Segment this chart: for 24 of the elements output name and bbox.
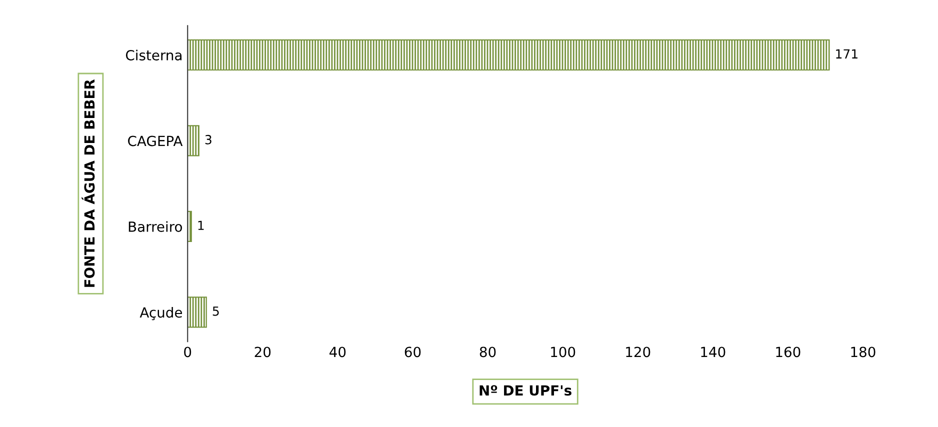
x-tick-label: 180: [851, 346, 876, 358]
bar: [188, 210, 192, 242]
y-tick-label: Barreiro: [128, 221, 182, 232]
x-tick-label: 100: [551, 346, 576, 358]
data-label: 171: [836, 49, 858, 58]
x-tick-label: 120: [626, 346, 650, 358]
x-tick-label: 20: [254, 346, 271, 358]
x-tick-label: 80: [480, 346, 496, 358]
y-tick-label: Cisterna: [126, 50, 182, 60]
y-axis-title: FONTE DA ÁGUA DE BEBER: [82, 79, 95, 287]
x-axis-title: Nº DE UPF's: [480, 385, 572, 396]
data-label: 5: [212, 306, 219, 316]
bar: [188, 39, 830, 71]
x-tick-label: 0: [184, 346, 192, 358]
x-tick-label: 40: [330, 346, 346, 358]
data-label: 1: [198, 220, 204, 230]
y-tick-label: Açude: [140, 306, 182, 320]
x-tick-label: 60: [404, 346, 421, 358]
x-tick-label: 160: [776, 346, 800, 358]
bar: [188, 296, 207, 328]
bar: [188, 125, 200, 156]
data-label: 3: [205, 134, 212, 144]
y-tick-label: CAGEPA: [128, 136, 183, 146]
x-tick-label: 140: [701, 346, 726, 358]
